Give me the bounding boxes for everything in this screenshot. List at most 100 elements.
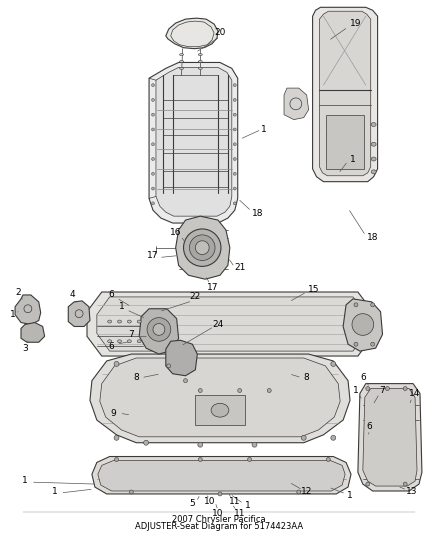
Polygon shape <box>68 301 90 327</box>
Ellipse shape <box>114 435 119 440</box>
Ellipse shape <box>198 54 202 55</box>
Ellipse shape <box>371 142 376 146</box>
Ellipse shape <box>127 340 131 343</box>
Ellipse shape <box>184 229 221 266</box>
Text: 15: 15 <box>308 285 319 294</box>
Ellipse shape <box>218 492 222 496</box>
Text: 14: 14 <box>410 389 421 398</box>
Ellipse shape <box>152 99 155 101</box>
Text: 13: 13 <box>406 488 418 496</box>
Ellipse shape <box>233 143 236 146</box>
Text: 8: 8 <box>134 373 139 382</box>
Ellipse shape <box>371 157 376 161</box>
Text: 24: 24 <box>212 320 224 329</box>
Ellipse shape <box>198 457 202 462</box>
Text: 1: 1 <box>119 302 124 311</box>
Ellipse shape <box>180 54 184 55</box>
Text: 2007 Chrysler Pacifica: 2007 Chrysler Pacifica <box>172 515 266 523</box>
Ellipse shape <box>195 241 209 255</box>
Polygon shape <box>343 299 382 351</box>
Text: 2: 2 <box>15 287 21 296</box>
Ellipse shape <box>198 61 202 62</box>
Ellipse shape <box>198 389 202 392</box>
Ellipse shape <box>301 435 306 440</box>
Ellipse shape <box>152 143 155 146</box>
Ellipse shape <box>117 340 121 343</box>
Polygon shape <box>139 309 179 354</box>
Ellipse shape <box>352 314 374 335</box>
Text: 6: 6 <box>367 423 373 431</box>
Ellipse shape <box>152 202 155 205</box>
Ellipse shape <box>267 389 271 392</box>
Text: 17: 17 <box>147 251 159 260</box>
Text: 7: 7 <box>128 330 134 339</box>
Ellipse shape <box>247 457 251 462</box>
Ellipse shape <box>152 158 155 160</box>
Ellipse shape <box>354 303 358 307</box>
Text: 19: 19 <box>350 19 362 28</box>
Ellipse shape <box>233 84 236 86</box>
Text: 22: 22 <box>190 293 201 302</box>
Ellipse shape <box>180 67 184 69</box>
Ellipse shape <box>137 340 141 343</box>
Ellipse shape <box>371 342 374 346</box>
Text: 6: 6 <box>360 373 366 382</box>
Ellipse shape <box>233 187 236 190</box>
Text: 20: 20 <box>214 28 226 37</box>
Ellipse shape <box>233 99 236 101</box>
Text: 1: 1 <box>245 501 251 510</box>
Bar <box>195 395 244 425</box>
Ellipse shape <box>371 170 376 174</box>
Polygon shape <box>92 457 351 494</box>
Polygon shape <box>98 461 345 491</box>
Ellipse shape <box>354 342 358 346</box>
Polygon shape <box>87 292 373 356</box>
Ellipse shape <box>403 386 407 391</box>
Text: 10: 10 <box>212 509 224 518</box>
Polygon shape <box>90 354 350 443</box>
Ellipse shape <box>233 158 236 160</box>
Text: 1: 1 <box>10 310 16 319</box>
Ellipse shape <box>331 435 336 440</box>
Text: 1: 1 <box>22 475 28 484</box>
Ellipse shape <box>233 128 236 131</box>
Ellipse shape <box>117 320 121 323</box>
Polygon shape <box>156 67 232 216</box>
Text: 5: 5 <box>190 499 195 508</box>
Ellipse shape <box>180 61 184 62</box>
Ellipse shape <box>152 84 155 86</box>
Text: 1: 1 <box>350 155 356 164</box>
Polygon shape <box>97 297 366 351</box>
Ellipse shape <box>115 457 119 462</box>
Ellipse shape <box>184 378 187 383</box>
Ellipse shape <box>108 320 112 323</box>
Text: 21: 21 <box>234 263 245 272</box>
Text: 1: 1 <box>353 386 359 395</box>
Text: 11: 11 <box>229 497 240 506</box>
Polygon shape <box>100 358 340 437</box>
Ellipse shape <box>144 440 148 445</box>
Text: 18: 18 <box>367 233 378 243</box>
Ellipse shape <box>114 361 119 366</box>
Bar <box>326 115 364 169</box>
Ellipse shape <box>152 187 155 190</box>
Text: 7: 7 <box>380 386 385 395</box>
Text: 6: 6 <box>109 290 114 300</box>
Ellipse shape <box>167 364 171 368</box>
Text: 3: 3 <box>22 344 28 353</box>
Ellipse shape <box>152 128 155 131</box>
Polygon shape <box>319 11 371 176</box>
Ellipse shape <box>147 318 171 341</box>
Text: 1: 1 <box>52 488 57 496</box>
Ellipse shape <box>153 324 165 335</box>
Ellipse shape <box>371 303 374 307</box>
Ellipse shape <box>127 320 131 323</box>
Ellipse shape <box>211 403 229 417</box>
Polygon shape <box>149 62 238 223</box>
Text: 6: 6 <box>109 342 114 351</box>
Text: 17: 17 <box>207 282 219 292</box>
Polygon shape <box>363 389 417 486</box>
Polygon shape <box>15 295 41 325</box>
Polygon shape <box>21 322 45 342</box>
Ellipse shape <box>366 386 370 391</box>
